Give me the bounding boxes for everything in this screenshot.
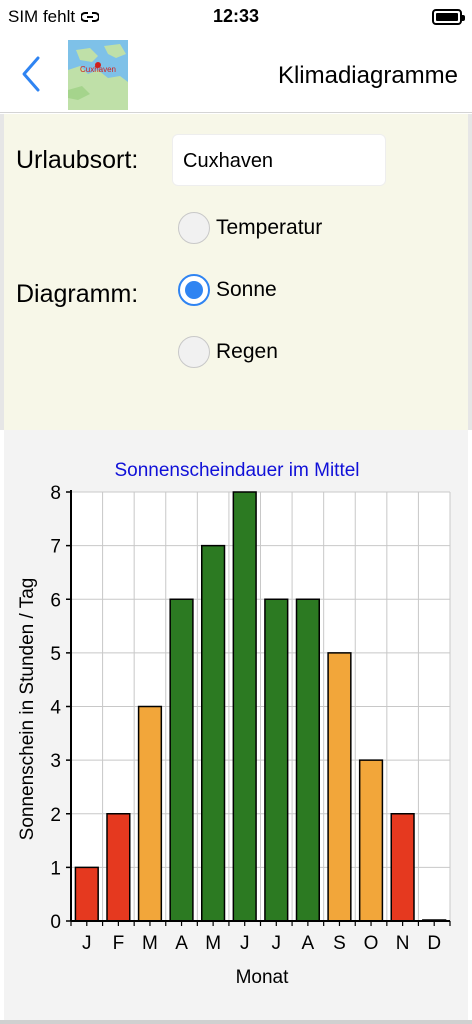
chart-bar — [264, 598, 289, 922]
sunshine-bar-chart: Sonnenscheindauer im Mittel Sonnenschein… — [17, 460, 451, 988]
navigation-bar: Cuxhaven Klimadiagramme — [0, 36, 472, 113]
carrier-text: SIM fehlt — [8, 7, 76, 26]
page-title: Klimadiagramme — [277, 62, 458, 89]
radio-circle[interactable] — [178, 212, 210, 244]
chart-x-axis-label: Monat — [236, 967, 290, 988]
chart-bar — [74, 866, 99, 922]
chart-x-tick-label: M — [205, 933, 221, 954]
radio-label-sun: Sonne — [216, 278, 277, 301]
chart-bar — [106, 813, 131, 922]
chart-y-tick-label: 0 — [50, 912, 61, 933]
chart-bar — [390, 813, 415, 922]
chart-x-tick-label: N — [396, 933, 410, 954]
chart-bar — [201, 544, 226, 922]
radio-option-sun[interactable]: Sonne — [178, 274, 277, 306]
chart-y-tick-label: 7 — [50, 537, 61, 558]
chart-x-tick-label: A — [302, 933, 315, 954]
chart-x-tick-label: D — [427, 933, 441, 954]
radio-circle[interactable] — [178, 336, 210, 368]
chart-y-tick-label: 4 — [50, 698, 61, 719]
link-icon — [81, 12, 100, 22]
carrier-status: SIM fehlt — [8, 7, 100, 27]
chart-bar — [358, 759, 384, 922]
status-time: 12:33 — [212, 6, 260, 26]
chart-x-tick-label: F — [113, 933, 125, 954]
radio-circle-selected[interactable] — [178, 274, 210, 306]
diagram-label: Diagramm: — [16, 280, 139, 308]
chart-x-tick-label: J — [82, 933, 92, 954]
chart-panel: Sonnenscheindauer im Mittel Sonnenschein… — [4, 430, 468, 1022]
radio-label-rain: Regen — [216, 340, 278, 363]
chart-y-axis-label: Sonnenschein in Stunden / Tag — [17, 578, 38, 841]
chart-y-tick-label: 8 — [50, 483, 61, 504]
chart-x-tick-label: O — [364, 933, 379, 954]
radio-option-rain[interactable]: Regen — [178, 336, 278, 368]
chart-x-tick-label: J — [272, 933, 282, 954]
location-input[interactable]: Cuxhaven — [172, 134, 386, 186]
map-thumbnail-label: Cuxhaven — [80, 65, 116, 74]
location-label: Urlaubsort: — [16, 146, 139, 174]
radio-label-temperature: Temperatur — [216, 216, 323, 239]
chart-bar — [137, 705, 163, 922]
radio-option-temperature[interactable]: Temperatur — [178, 212, 322, 244]
chart-x-tick-label: A — [175, 933, 188, 954]
status-bar: SIM fehlt 12:33 — [0, 0, 472, 36]
bottom-divider — [0, 1020, 472, 1024]
chart-bar — [327, 652, 352, 922]
chart-y-tick-label: 6 — [50, 590, 61, 611]
battery-icon — [432, 9, 465, 25]
chart-bar — [169, 598, 194, 922]
map-thumbnail-image: Cuxhaven — [68, 40, 128, 110]
chart-x-tick-label: M — [142, 933, 158, 954]
chart-y-tick-label: 1 — [50, 858, 61, 879]
location-map-thumbnail[interactable]: Cuxhaven — [68, 40, 128, 110]
chart-x-tick-label: J — [240, 933, 250, 954]
chart-y-tick-label: 2 — [50, 805, 61, 826]
chart-bar — [295, 598, 320, 922]
settings-form: Urlaubsort: Cuxhaven Diagramm: Temperatu… — [0, 114, 472, 430]
back-chevron-icon[interactable] — [14, 54, 48, 94]
chart-y-tick-label: 3 — [50, 751, 61, 772]
chart-y-tick-label: 5 — [50, 644, 61, 665]
chart-bar — [232, 491, 257, 922]
chart-title: Sonnenscheindauer im Mittel — [114, 460, 359, 481]
chart-x-tick-label: S — [333, 933, 346, 954]
